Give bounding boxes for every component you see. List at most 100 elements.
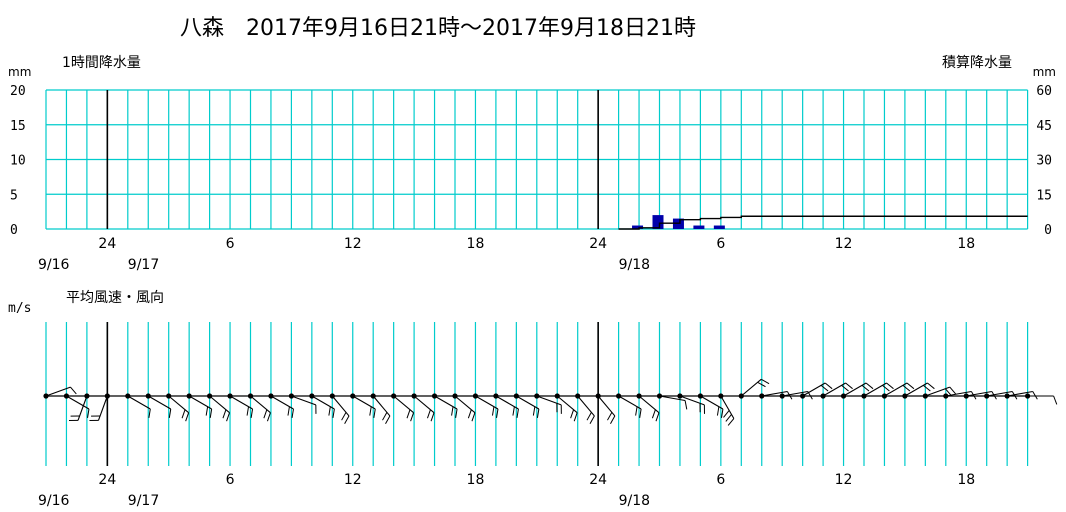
wind-barb-feather (1032, 391, 1038, 400)
wind-barb-feather (266, 412, 271, 422)
wind-station-dot (984, 393, 990, 399)
precip-ytick-right: 0 (1044, 223, 1052, 238)
wind-barb-shaft (77, 395, 88, 421)
precip-date-label: 9/18 (619, 257, 650, 273)
wind-station-dot (227, 393, 233, 399)
precip-ytick-left: 20 (10, 84, 26, 99)
precip-unit-right: mm (1033, 65, 1056, 79)
wind-barb-feather (906, 382, 915, 390)
wind-station-dot (63, 393, 70, 399)
wind-barb-feather (723, 410, 730, 418)
wind-station-dot (534, 393, 540, 399)
precip-ytick-right: 60 (1036, 84, 1052, 99)
wind-xtick-label: 18 (467, 472, 485, 488)
wind-barb-feather (287, 406, 290, 416)
wind-station-dot (411, 393, 417, 399)
precip-bars (632, 215, 725, 229)
precip-ytick-left: 5 (10, 188, 18, 203)
wind-station-dot (636, 393, 642, 399)
precip-cumulative-line (618, 215, 1028, 230)
precip-xtick-label: 18 (467, 236, 485, 252)
wind-barb-feather (589, 415, 595, 425)
wind-station-dot (350, 393, 356, 399)
wind-axes: m/s 平均風速・風向 (8, 290, 164, 316)
wind-barb-feather (341, 412, 347, 421)
wind-barb-feather (882, 384, 890, 392)
wind-barb-feather (786, 391, 793, 400)
wind-barb-feather (586, 412, 592, 421)
wind-barb-feather (573, 412, 578, 422)
wind-barb-feather (250, 408, 254, 418)
wind-barb-feather (991, 391, 997, 400)
precip-xtick-label: 24 (589, 236, 607, 252)
precip-ylabel-left: 1時間降水量 (62, 55, 141, 71)
wind-barb-feather (496, 408, 499, 418)
precip-grid (45, 89, 1029, 230)
wind-xtick-label: 6 (226, 472, 235, 488)
wind-station-dot (840, 393, 847, 399)
precip-xtick-label: 6 (226, 236, 235, 252)
wind-xtick-label: 24 (589, 472, 607, 488)
wind-barb-feather (87, 408, 90, 418)
wind-barb-feather (727, 418, 735, 426)
wind-barb-feather (760, 378, 770, 385)
wind-station-dot (452, 393, 458, 399)
wind-station-dot (943, 393, 949, 399)
wind-barb-feather (841, 384, 849, 392)
precip-unit-left: mm (8, 65, 31, 79)
wind-barb-feather (720, 408, 724, 418)
wind-station-dot (861, 393, 867, 399)
wind-barb-shaft (986, 390, 1013, 397)
precip-cumulative-path (618, 215, 1028, 230)
wind-barb-feather (246, 406, 250, 416)
wind-barb-feather (512, 406, 515, 416)
wind-station-dot (616, 393, 622, 399)
wind-station-dot (431, 393, 438, 399)
wind-barb-shaft (45, 386, 71, 397)
wind-xtick-label: 12 (344, 472, 362, 488)
wind-barb-feather (70, 386, 77, 395)
precip-xtick-label: 6 (716, 236, 725, 252)
wind-barb-feather (516, 408, 519, 418)
wind-barb-feather (824, 382, 833, 390)
wind-barb-feather (451, 406, 454, 416)
wind-barbs (43, 378, 1058, 426)
wind-barb-feather (491, 406, 495, 416)
wind-barb-feather (886, 382, 894, 390)
wind-barb-shaft (966, 390, 992, 397)
wind-barb-feather (410, 412, 415, 422)
wind-barb-shaft (250, 395, 271, 414)
wind-barb-shaft (331, 395, 350, 417)
wind-station-dot (595, 393, 601, 399)
wind-barb-feather (426, 409, 431, 419)
wind-barb-shaft (740, 378, 762, 397)
wind-barb-feather (148, 408, 151, 418)
wind-station-dot (800, 393, 806, 399)
wind-barb-shaft (782, 390, 808, 397)
wind-barb-feather (655, 412, 660, 422)
wind-barb-feather (532, 406, 536, 416)
wind-barb-feather (455, 408, 458, 418)
wind-barb-feather (927, 382, 935, 390)
wind-date-label: 9/18 (619, 493, 650, 509)
wind-station-dot (902, 393, 908, 399)
precip-ytick-left: 0 (10, 223, 18, 238)
wind-station-dot (166, 393, 172, 399)
wind-barb-feather (181, 409, 186, 419)
wind-station-dot (370, 393, 376, 399)
wind-station-dot (288, 393, 294, 399)
chart-title: 八森 2017年9月16日21時～2017年9月18日21時 (180, 16, 696, 41)
wind-barb-feather (369, 406, 372, 416)
wind-barb-shaft (127, 395, 151, 410)
wind-barb-feather (923, 384, 931, 392)
wind-barb-feather (902, 384, 911, 392)
wind-station-dot (575, 393, 581, 399)
wind-barb-feather (328, 406, 331, 416)
wind-station-dot (779, 393, 785, 399)
wind-barb-feather (635, 406, 638, 416)
wind-barb-feather (757, 381, 766, 388)
wind-barb-feather (332, 408, 335, 418)
precip-xtick-label: 18 (957, 236, 975, 252)
wind-barb-shaft (761, 390, 788, 397)
